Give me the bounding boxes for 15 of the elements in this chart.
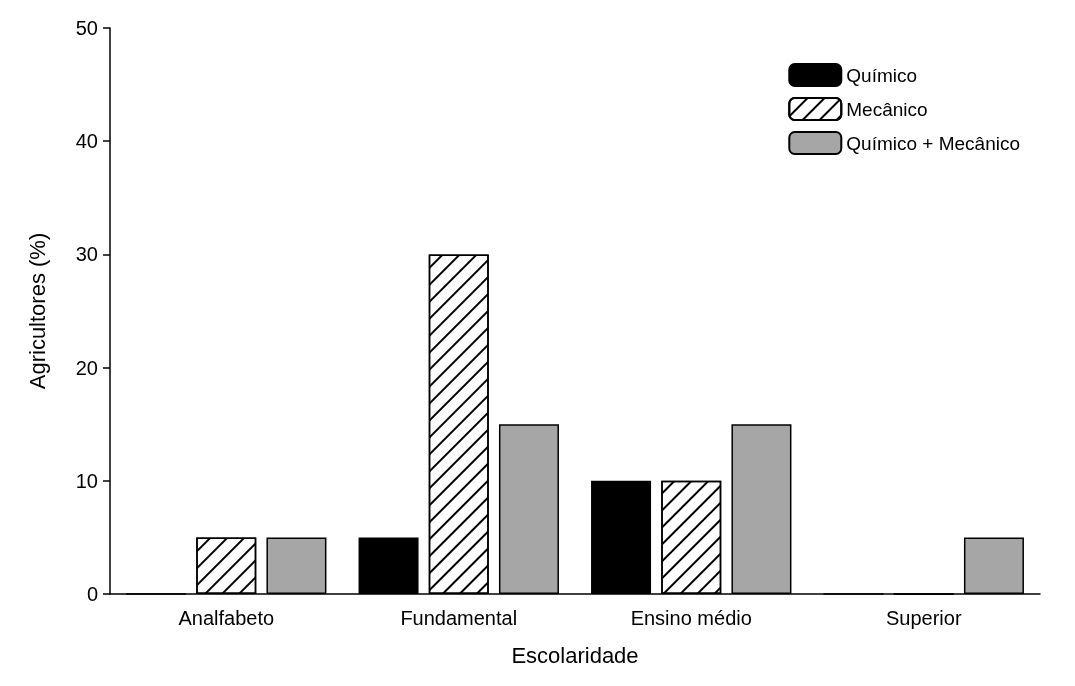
y-tick-label: 10 [75, 469, 98, 492]
x-tick-label: Ensino médio [630, 607, 752, 629]
y-tick-label: 0 [86, 583, 98, 605]
legend-label: Químico [846, 64, 918, 86]
y-tick-label: 50 [75, 17, 98, 39]
legend-label: Mecânico [846, 98, 928, 120]
x-tick-label: Superior [885, 607, 962, 629]
y-tick-label: 20 [75, 356, 98, 379]
y-axis-title: Agricultores (%) [24, 232, 50, 390]
x-tick-label: Analfabeto [178, 607, 275, 629]
y-tick-label: 30 [75, 243, 98, 266]
x-axis-title: Escolaridade [511, 642, 639, 668]
x-tick-label: Fundamental [400, 607, 518, 629]
y-tick-label: 40 [75, 130, 98, 153]
legend-label: Químico + Mecânico [846, 132, 1021, 154]
